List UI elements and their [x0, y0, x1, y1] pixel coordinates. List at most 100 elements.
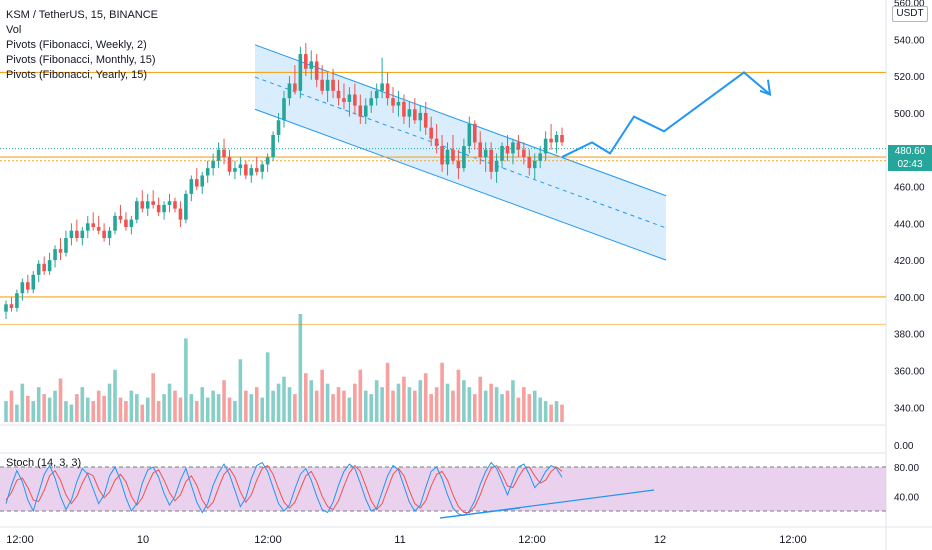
- volume-bar: [538, 397, 542, 422]
- candle-body: [369, 98, 374, 106]
- volume-bar: [462, 380, 466, 422]
- volume-bar: [385, 362, 390, 422]
- stoch-tick-label: 80.00: [894, 463, 919, 474]
- volume-bar: [42, 394, 46, 422]
- candle-body: [20, 282, 25, 294]
- volume-bar: [75, 394, 79, 422]
- volume-bar: [173, 390, 177, 422]
- candle-body: [113, 215, 117, 231]
- candle-body: [434, 138, 439, 147]
- volume-bar: [516, 397, 521, 422]
- volume-bar: [91, 401, 96, 422]
- candle-body: [314, 61, 319, 80]
- volume-bar: [402, 376, 406, 422]
- candle-body: [380, 83, 384, 91]
- candle-body: [124, 219, 128, 227]
- volume-bar: [265, 352, 270, 422]
- candle-body: [402, 101, 406, 117]
- candle-body: [511, 142, 515, 154]
- candle-body: [413, 109, 417, 121]
- volume-bar: [85, 397, 90, 422]
- y-tick-label: 560.00: [894, 0, 925, 10]
- volume-bar: [145, 397, 150, 422]
- candle-body: [107, 230, 112, 239]
- volume-bar: [64, 401, 68, 422]
- volume-bar: [429, 394, 433, 422]
- volume-bar: [167, 383, 172, 422]
- candle-body: [64, 238, 68, 253]
- legend-pivot-monthly[interactable]: Pivots (Fibonacci, Monthly, 15): [6, 54, 156, 66]
- y-tick-label: 440.00: [894, 219, 925, 230]
- volume-bar: [494, 387, 499, 422]
- volume-bar: [194, 401, 199, 422]
- volume-bar: [211, 390, 215, 422]
- x-tick-label: 12:00: [779, 534, 807, 546]
- candle-body: [472, 123, 477, 143]
- stoch-line: [5, 461, 563, 516]
- volume-bar: [358, 369, 363, 422]
- candle-body: [304, 54, 308, 69]
- candle-body: [505, 146, 510, 154]
- legend-pivot-weekly[interactable]: Pivots (Fibonacci, Weekly, 2): [6, 39, 147, 51]
- volume-bar: [129, 390, 134, 422]
- candle-body: [238, 164, 243, 169]
- candle-body: [189, 179, 194, 194]
- candle-body: [80, 230, 85, 239]
- legend-pivot-yearly[interactable]: Pivots (Fibonacci, Yearly, 15): [6, 69, 148, 81]
- volume-bar: [80, 387, 85, 422]
- volume-bar: [456, 369, 461, 422]
- candle-body: [456, 160, 461, 169]
- candle-body: [500, 146, 504, 161]
- candle-body: [244, 164, 248, 176]
- volume-bar: [58, 378, 63, 422]
- volume-bar: [244, 390, 248, 422]
- candle-body: [532, 160, 537, 169]
- x-tick-label: 11: [394, 534, 405, 546]
- volume-bar: [522, 387, 526, 422]
- candle-body: [167, 201, 172, 205]
- volume-bar: [276, 383, 281, 422]
- y-tick-label: 380.00: [894, 330, 925, 341]
- candle-body: [265, 157, 270, 165]
- volume-bar: [418, 380, 423, 422]
- currency-badge[interactable]: USDT: [892, 6, 928, 22]
- volume-bar: [15, 404, 19, 422]
- volume-bar: [53, 390, 57, 422]
- candle-body: [96, 227, 101, 231]
- legend-symbol[interactable]: KSM / TetherUS, 15, BINANCE: [6, 9, 159, 21]
- candle-body: [309, 61, 314, 69]
- candle-body: [75, 230, 79, 239]
- candle-body: [173, 201, 177, 209]
- candle-body: [26, 282, 30, 290]
- candle-body: [331, 79, 335, 91]
- x-tick-label: 12:00: [6, 534, 34, 546]
- volume-bar: [325, 383, 330, 422]
- candle-body: [374, 90, 379, 99]
- volume-bar: [69, 404, 74, 422]
- bar-countdown: 02:43: [897, 159, 923, 170]
- volume-bar: [31, 401, 36, 422]
- candle-body: [194, 179, 199, 187]
- candle-body: [298, 54, 303, 91]
- volume-bar: [200, 387, 205, 422]
- volume-bar: [216, 394, 221, 422]
- candle-body: [478, 142, 483, 158]
- volume-bar: [178, 397, 183, 422]
- candle-body: [233, 168, 237, 172]
- candle-body: [440, 146, 444, 165]
- volume-bar: [543, 401, 548, 422]
- volume-bar: [135, 394, 139, 422]
- candle-body: [205, 168, 210, 176]
- legend-vol[interactable]: Vol: [6, 24, 22, 36]
- volume-bar: [363, 390, 368, 422]
- volume-bar: [374, 380, 379, 422]
- projection-path: [561, 71, 771, 158]
- volume-bar: [254, 387, 259, 422]
- candle-body: [385, 83, 390, 99]
- volume-bar: [227, 397, 232, 422]
- volume-bar: [347, 397, 352, 422]
- stoch-legend[interactable]: Stoch (14, 3, 3): [6, 457, 82, 469]
- volume-bar: [26, 395, 30, 422]
